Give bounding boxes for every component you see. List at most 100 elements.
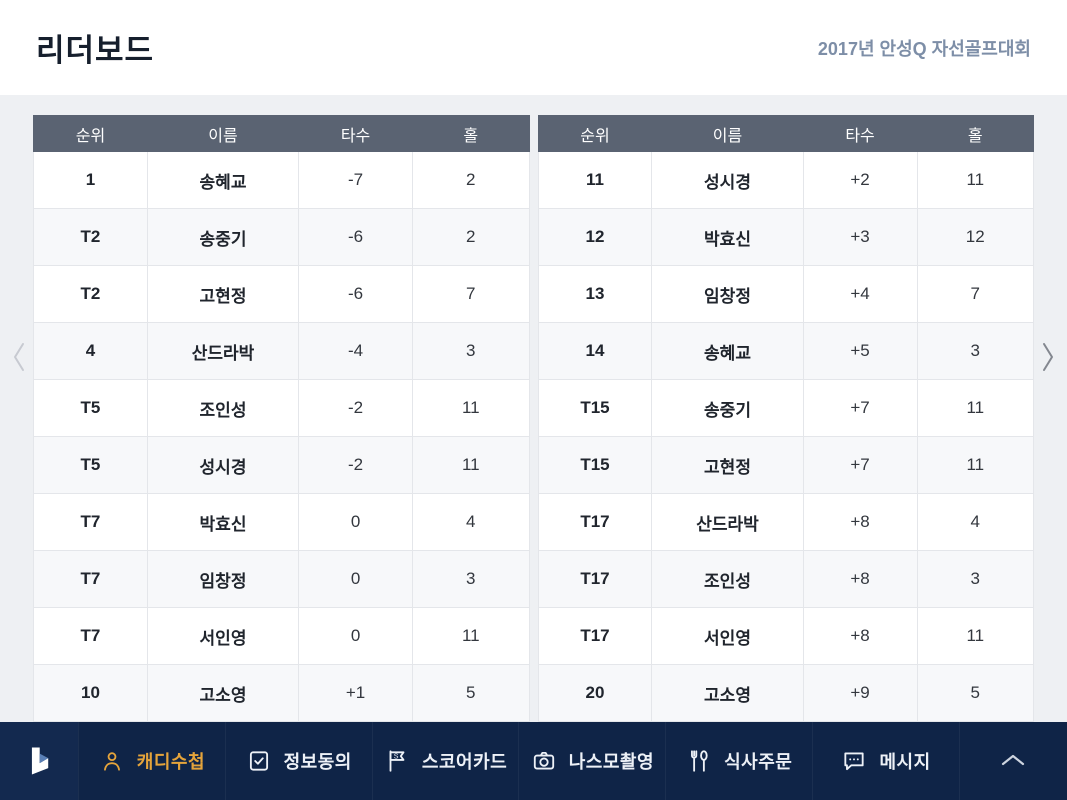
- table-row: 1 송혜교 -7 2: [33, 151, 530, 209]
- rank-cell: T2: [33, 208, 148, 266]
- table-row: T15 고현정 +7 11: [537, 436, 1035, 494]
- rank-cell: 14: [537, 322, 653, 380]
- top-header: 리더보드 2017년 안성Q 자선골프대회: [0, 0, 1067, 95]
- rank-cell: T7: [33, 607, 148, 665]
- rank-cell: T15: [537, 436, 653, 494]
- navbar-collapse-button[interactable]: [958, 722, 1067, 800]
- hole-cell: 11: [412, 436, 530, 494]
- name-cell: 서인영: [651, 607, 804, 665]
- hole-cell: 11: [916, 151, 1035, 209]
- table-row: 13 임창정 +4 7: [537, 265, 1035, 323]
- hole-cell: 7: [412, 265, 530, 323]
- rank-cell: T17: [537, 550, 653, 608]
- strokes-cell: -2: [298, 379, 414, 437]
- name-cell: 송혜교: [146, 151, 300, 209]
- nav-item-label: 식사주문: [724, 752, 793, 772]
- hole-cell: 3: [412, 550, 530, 608]
- rank-cell: T17: [537, 607, 653, 665]
- hole-cell: 11: [916, 436, 1035, 494]
- message-bubble-icon: [841, 748, 867, 774]
- rank-cell: 13: [537, 265, 653, 323]
- name-cell: 성시경: [651, 151, 804, 209]
- hole-cell: 2: [412, 208, 530, 266]
- table-row: T2 고현정 -6 7: [33, 265, 530, 323]
- name-cell: 임창정: [146, 550, 300, 608]
- app-logo[interactable]: [0, 722, 78, 800]
- strokes-cell: -7: [298, 151, 414, 209]
- strokes-cell: +7: [802, 436, 918, 494]
- table-row: T7 박효신 0 4: [33, 493, 530, 551]
- chevron-left-icon: [11, 340, 27, 374]
- name-cell: 고현정: [651, 436, 804, 494]
- scorecard-flag-icon: S: [384, 748, 410, 774]
- strokes-cell: +9: [802, 664, 918, 722]
- camera-icon: [531, 748, 557, 774]
- consent-check-icon: [246, 748, 272, 774]
- table-row: T15 송중기 +7 11: [537, 379, 1035, 437]
- strokes-cell: +5: [802, 322, 918, 380]
- leaderboard-table-right: 순위 이름 타수 홀 11 성시경 +2 11 12 박효신 +3 12 13 임창정 +4 7 14 송…: [537, 115, 1035, 722]
- nav-item-message[interactable]: 메시지: [812, 722, 959, 800]
- strokes-cell: -2: [298, 436, 414, 494]
- name-cell: 성시경: [146, 436, 300, 494]
- page-title: 리더보드: [36, 33, 155, 68]
- nav-item-label: 나스모촬영: [568, 752, 655, 772]
- nav-item-label: 정보동의: [283, 752, 352, 772]
- hole-cell: 11: [916, 607, 1035, 665]
- nav-item-scorecard[interactable]: S 스코어카드: [371, 722, 519, 800]
- nav-item-nasmo[interactable]: 나스모촬영: [518, 722, 665, 800]
- strokes-cell: 0: [298, 550, 414, 608]
- strokes-header: 타수: [802, 115, 918, 152]
- name-cell: 산드라박: [146, 322, 300, 380]
- nav-item-label: 메시지: [879, 752, 931, 772]
- rank-cell: 12: [537, 208, 653, 266]
- name-header: 이름: [651, 115, 804, 152]
- nav-item-meal-order[interactable]: 식사주문: [665, 722, 812, 800]
- prev-page-button[interactable]: [8, 337, 30, 377]
- nav-item-label: 스코어카드: [421, 752, 508, 772]
- name-cell: 서인영: [146, 607, 300, 665]
- rank-cell: T17: [537, 493, 653, 551]
- strokes-cell: -4: [298, 322, 414, 380]
- next-page-button[interactable]: [1037, 337, 1059, 377]
- rank-cell: T5: [33, 436, 148, 494]
- table-row: 10 고소영 +1 5: [33, 664, 530, 722]
- name-cell: 조인성: [651, 550, 804, 608]
- rank-cell: 1: [33, 151, 148, 209]
- name-cell: 송중기: [651, 379, 804, 437]
- name-cell: 산드라박: [651, 493, 804, 551]
- hole-cell: 4: [916, 493, 1035, 551]
- nav-item-label: 캐디수첩: [136, 752, 206, 772]
- table-header-row: 순위 이름 타수 홀: [537, 115, 1035, 152]
- table-row: T17 조인성 +8 3: [537, 550, 1035, 608]
- name-cell: 임창정: [651, 265, 804, 323]
- name-cell: 송혜교: [651, 322, 804, 380]
- table-row: T17 산드라박 +8 4: [537, 493, 1035, 551]
- rank-cell: T7: [33, 493, 148, 551]
- chevron-up-icon: [999, 752, 1027, 771]
- strokes-cell: 0: [298, 607, 414, 665]
- nav-item-caddy-book[interactable]: 캐디수첩: [78, 722, 225, 800]
- name-cell: 박효신: [651, 208, 804, 266]
- rank-cell: T5: [33, 379, 148, 437]
- hole-cell: 3: [916, 550, 1035, 608]
- strokes-cell: +2: [802, 151, 918, 209]
- nav-item-consent[interactable]: 정보동의: [224, 722, 372, 800]
- hole-cell: 11: [412, 607, 530, 665]
- name-cell: 고현정: [146, 265, 300, 323]
- name-cell: 송중기: [146, 208, 300, 266]
- rank-header: 순위: [33, 115, 148, 152]
- hole-header: 홀: [412, 115, 530, 152]
- table-row: T17 서인영 +8 11: [537, 607, 1035, 665]
- hole-cell: 3: [916, 322, 1035, 380]
- strokes-cell: +3: [802, 208, 918, 266]
- chevron-right-icon: [1040, 340, 1056, 374]
- table-row: T7 임창정 0 3: [33, 550, 530, 608]
- rank-cell: 4: [33, 322, 148, 380]
- rank-cell: T2: [33, 265, 148, 323]
- hole-cell: 12: [916, 208, 1035, 266]
- rank-cell: 20: [537, 664, 653, 722]
- name-cell: 고소영: [651, 664, 804, 722]
- table-row: T5 조인성 -2 11: [33, 379, 530, 437]
- tournament-title: 2017년 안성Q 자선골프대회: [817, 38, 1031, 59]
